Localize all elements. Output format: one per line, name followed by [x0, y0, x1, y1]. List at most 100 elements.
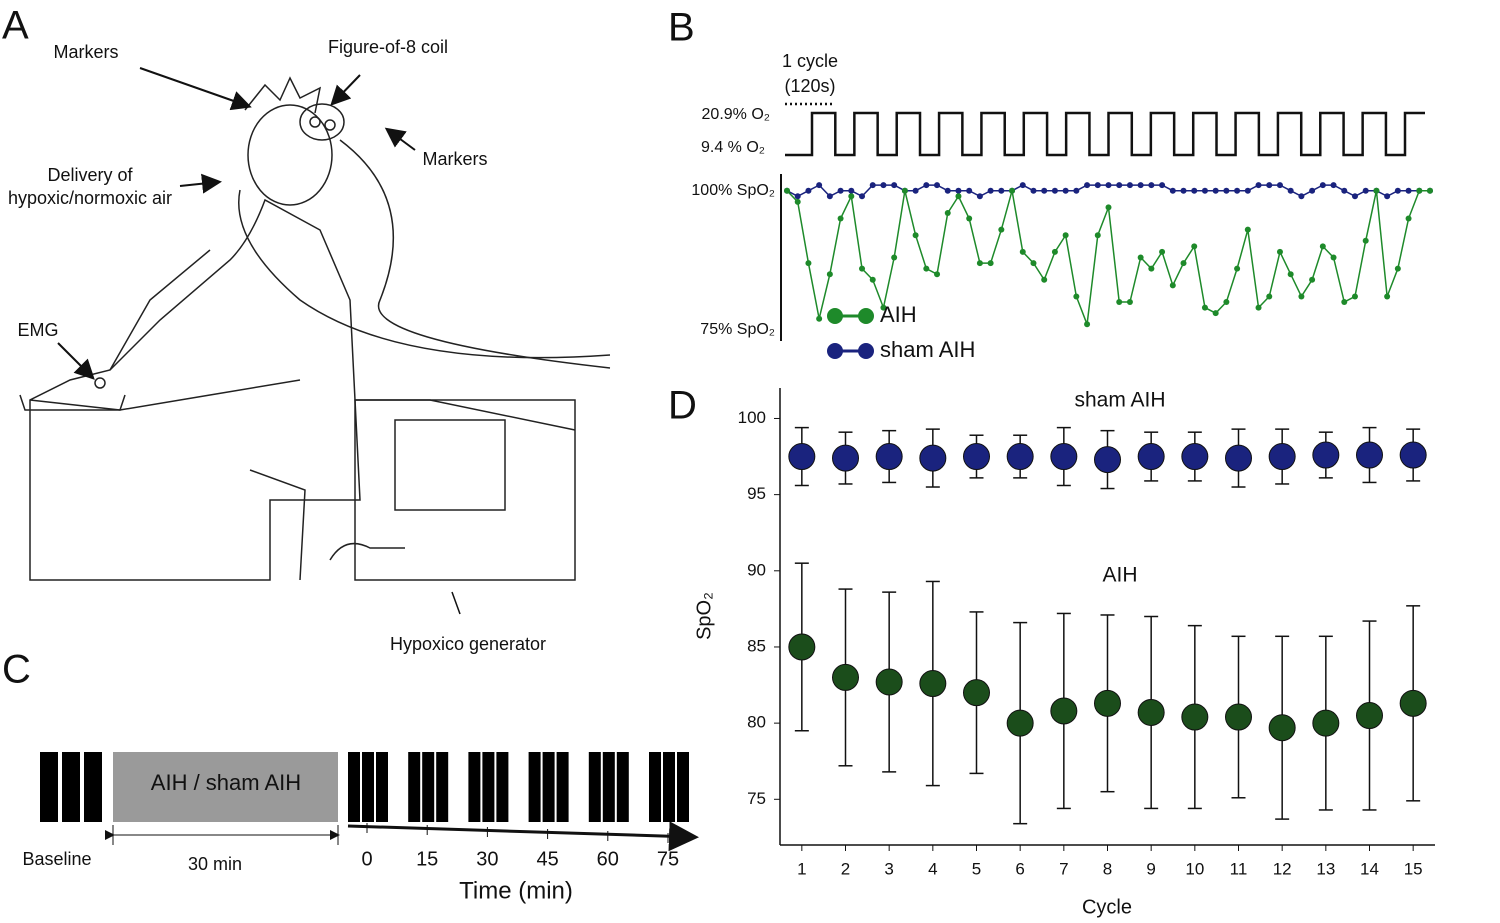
- arrow: [139, 67, 252, 111]
- y-tick-label: 100% SpO₂: [691, 182, 775, 199]
- point: [1191, 187, 1198, 194]
- point: [912, 232, 919, 239]
- point: [805, 187, 812, 194]
- point: [1341, 187, 1348, 194]
- y-tick-label: 95: [747, 484, 766, 503]
- label: Delivery of: [47, 165, 133, 185]
- point: [1137, 443, 1165, 471]
- point: [816, 315, 823, 322]
- point: [788, 443, 816, 471]
- point: [891, 182, 898, 189]
- point: [1312, 441, 1340, 469]
- point: [1427, 187, 1433, 194]
- o2-label: 9.4 % O₂: [701, 139, 765, 156]
- block: [348, 752, 360, 822]
- point: [1006, 709, 1034, 737]
- illustration: [19, 76, 611, 581]
- block: [62, 752, 80, 822]
- y-tick-label: 85: [747, 636, 766, 655]
- point: [1030, 260, 1037, 267]
- point: [794, 193, 801, 200]
- point: [1351, 193, 1358, 200]
- point: [1255, 182, 1262, 189]
- x-tick-label: 15: [416, 848, 438, 870]
- point: [1244, 226, 1251, 233]
- point: [1341, 299, 1348, 306]
- point: [1180, 187, 1187, 194]
- point: [1126, 182, 1133, 189]
- label: EMG: [17, 320, 58, 340]
- x-tick-label: 0: [361, 848, 372, 870]
- legend-dot: [858, 308, 874, 324]
- point: [1159, 248, 1166, 255]
- block: [542, 752, 555, 822]
- point: [1362, 187, 1369, 194]
- label: Markers: [422, 149, 487, 169]
- x-tick-label: 8: [1103, 859, 1112, 878]
- point: [794, 198, 801, 205]
- point: [1094, 689, 1121, 717]
- point: [837, 215, 844, 222]
- point: [1041, 187, 1048, 194]
- y-tick-label: 75% SpO₂: [700, 321, 775, 338]
- point: [1084, 182, 1091, 189]
- point: [1191, 243, 1198, 250]
- annotation: 1 cycle: [782, 51, 838, 71]
- pointer: [451, 591, 461, 615]
- point: [891, 254, 898, 261]
- point: [1137, 254, 1144, 261]
- intervention-block: [113, 752, 338, 822]
- point: [1287, 187, 1294, 194]
- point: [1051, 248, 1058, 255]
- point: [1169, 187, 1176, 194]
- point: [1181, 443, 1209, 471]
- legend-dot: [858, 343, 874, 359]
- time-axis: [347, 821, 699, 852]
- x-tick-label: 13: [1316, 859, 1335, 878]
- point: [1384, 193, 1391, 200]
- point: [912, 187, 919, 194]
- point: [1405, 187, 1412, 194]
- point: [1234, 187, 1241, 194]
- point: [1399, 441, 1427, 469]
- point: [1266, 182, 1273, 189]
- legend-label: AIH: [880, 302, 917, 327]
- point: [1019, 182, 1026, 189]
- point: [966, 187, 973, 194]
- point: [1201, 187, 1208, 194]
- baseline-label: Baseline: [22, 849, 91, 869]
- x-tick-label: 12: [1273, 859, 1292, 878]
- point: [875, 668, 903, 696]
- point: [1276, 182, 1283, 189]
- point: [1030, 187, 1037, 194]
- point: [1405, 215, 1412, 222]
- point: [1094, 446, 1121, 474]
- block: [663, 752, 675, 822]
- point: [1062, 187, 1069, 194]
- point: [1362, 237, 1369, 244]
- point: [1094, 182, 1101, 189]
- point: [1073, 187, 1080, 194]
- block: [422, 752, 435, 822]
- point: [998, 187, 1005, 194]
- point: [1298, 193, 1305, 200]
- point: [1148, 182, 1155, 189]
- point: [1223, 187, 1230, 194]
- point: [923, 265, 930, 272]
- annotation: (120s): [784, 76, 835, 96]
- y-tick-label: 90: [747, 560, 766, 579]
- block-label: AIH / sham AIH: [151, 770, 301, 795]
- point: [880, 182, 887, 189]
- point: [1212, 187, 1219, 194]
- panel-letter: C: [2, 648, 31, 692]
- x-tick-label: 4: [928, 859, 937, 878]
- series-label: sham AIH: [1074, 389, 1165, 412]
- point: [1084, 321, 1091, 328]
- panel-letter: B: [668, 6, 695, 50]
- point: [1312, 709, 1340, 737]
- x-axis-title: Cycle: [1082, 896, 1132, 918]
- point: [1137, 182, 1144, 189]
- x-tick-label: 5: [972, 859, 981, 878]
- point: [998, 226, 1005, 233]
